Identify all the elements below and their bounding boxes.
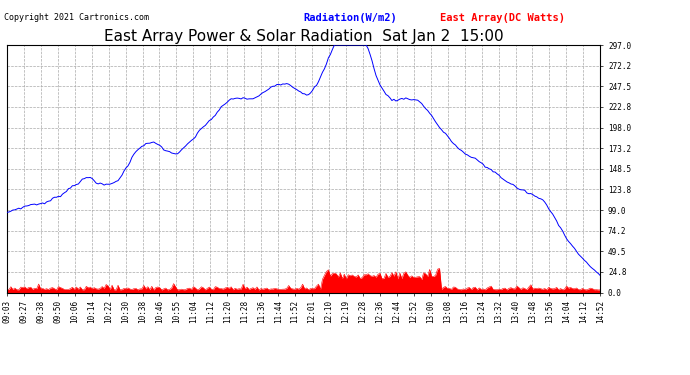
Text: Copyright 2021 Cartronics.com: Copyright 2021 Cartronics.com bbox=[4, 13, 149, 22]
Text: East Array(DC Watts): East Array(DC Watts) bbox=[440, 13, 565, 23]
Text: Radiation(W/m2): Radiation(W/m2) bbox=[304, 13, 397, 23]
Title: East Array Power & Solar Radiation  Sat Jan 2  15:00: East Array Power & Solar Radiation Sat J… bbox=[104, 29, 504, 44]
